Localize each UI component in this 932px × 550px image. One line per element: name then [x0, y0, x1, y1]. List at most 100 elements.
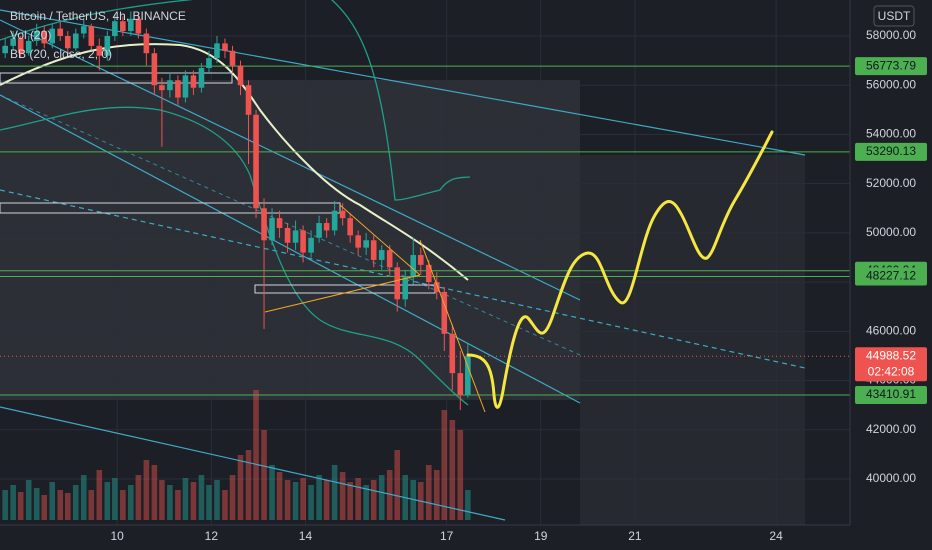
volume-bar [394, 450, 401, 520]
candle-body [300, 230, 306, 253]
countdown: 02:42:08 [868, 364, 915, 378]
candle-body [104, 36, 111, 56]
level-label: 56773.79 [866, 58, 916, 72]
volume-bar [25, 480, 32, 520]
volume-bar [72, 485, 79, 520]
volume-bar [143, 460, 150, 520]
level-label: 43410.91 [866, 387, 916, 401]
volume-bar [222, 490, 228, 520]
candle-body [269, 218, 275, 241]
candle-body [425, 264, 432, 283]
volume-bar [41, 495, 48, 520]
candle-body [206, 58, 212, 68]
candle-body [17, 38, 24, 54]
currency: USDT [878, 9, 911, 23]
volume-bar [96, 470, 103, 520]
candle-body [120, 21, 126, 32]
volume-bar [88, 490, 95, 520]
volume-bar [308, 485, 314, 520]
last-price-label: 44988.52 [866, 348, 916, 362]
candle-body [80, 26, 87, 34]
candle-body [64, 36, 71, 49]
candle-body [402, 277, 409, 300]
volume-bar [386, 470, 393, 520]
x-tick-label: 10 [111, 529, 125, 543]
x-tick-label: 19 [534, 529, 548, 543]
candle-body [292, 230, 299, 243]
candle-body [323, 223, 330, 231]
candle-body [378, 250, 385, 260]
channel-line [0, 94, 581, 404]
candle-body [433, 282, 440, 292]
candle-body [316, 223, 322, 238]
candle-body [417, 255, 424, 265]
candle-body [441, 291, 448, 334]
volume-bar [104, 482, 111, 520]
trend-line [339, 204, 421, 276]
last-price-tag [855, 347, 927, 382]
volume-bar [10, 485, 16, 520]
candle-body [355, 235, 361, 248]
y-tick-label: 58000.00 [866, 28, 916, 42]
volume-bar [159, 480, 165, 520]
candle-body [151, 53, 158, 86]
volume-bar [175, 490, 181, 520]
candle-body [57, 28, 64, 37]
forecast-drawing [466, 130, 774, 409]
volume-bar [64, 493, 71, 520]
volume-bar [198, 475, 205, 520]
candle-body [49, 28, 56, 44]
channel-line [0, 406, 506, 521]
candle-body [143, 33, 150, 54]
trend-line [264, 274, 421, 313]
volume-bar [245, 450, 252, 520]
y-tick-label: 54000.00 [866, 127, 916, 141]
x-tick-label: 24 [769, 529, 783, 543]
volume-bar [269, 465, 275, 520]
volume-bar [355, 478, 361, 520]
level-tag [855, 57, 927, 76]
y-tick-label: 50000.00 [866, 225, 916, 239]
volume-bar [331, 465, 338, 520]
candle-body [363, 240, 369, 248]
currency-box[interactable] [873, 5, 915, 27]
volume-bar [441, 410, 448, 520]
volume-bar [433, 470, 440, 520]
volume-bar [33, 488, 40, 520]
level-tag [855, 142, 927, 161]
candle-body [284, 227, 291, 243]
candle-body [182, 75, 189, 98]
volume-bar [190, 482, 197, 520]
volume-bar [284, 480, 291, 520]
candle-body [347, 218, 353, 236]
volume-bar [167, 485, 173, 520]
volume-bar [128, 485, 134, 520]
candle-body [25, 40, 32, 54]
channel-line [0, 9, 806, 156]
candle-body [339, 210, 346, 219]
candle-body [175, 80, 181, 98]
candle-body [72, 33, 79, 49]
box [0, 202, 341, 214]
volume-bar [237, 455, 244, 520]
volume-bar [182, 478, 189, 520]
volume-bar [57, 490, 64, 520]
candle-body [214, 43, 220, 59]
candles [2, 11, 471, 411]
y-tick-label: 40000.00 [866, 471, 916, 485]
candle-body [237, 65, 244, 86]
range-box [580, 155, 805, 525]
volume-bar [449, 420, 456, 520]
candle-body [159, 85, 165, 91]
y-tick-label: 56000.00 [866, 77, 916, 91]
volume-bar [135, 475, 142, 520]
candle-body [41, 31, 48, 44]
volume-bar [339, 472, 346, 520]
volume-bar [261, 430, 267, 520]
volume-bar [300, 478, 306, 520]
level-tag [855, 267, 927, 286]
volume-bar [120, 490, 126, 520]
volume-bar [151, 465, 158, 520]
volume-bar [253, 390, 259, 520]
volume-bar [457, 430, 464, 520]
